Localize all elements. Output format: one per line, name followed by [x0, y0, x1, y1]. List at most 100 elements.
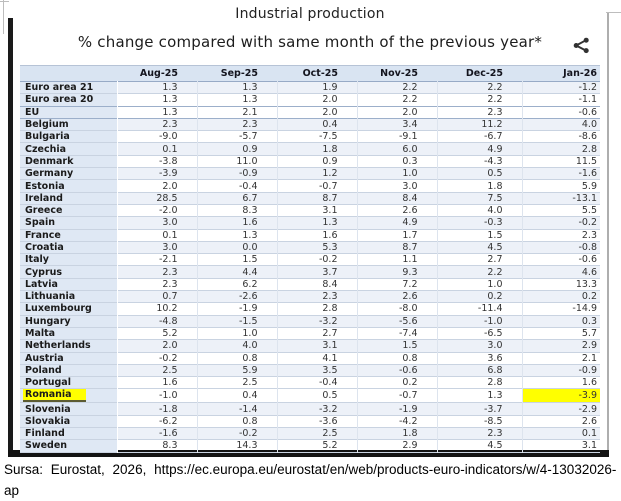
- value-cell: 1.1: [356, 253, 437, 266]
- image-frame-left: [8, 18, 13, 450]
- value-cell: 1.7: [356, 229, 437, 242]
- value-cell: 2.3: [196, 118, 277, 131]
- country-label: Portugal: [20, 376, 118, 389]
- value-cell: -3.8: [116, 155, 197, 168]
- value-cell: 2.7: [276, 327, 357, 340]
- value-cell: 2.7: [436, 253, 522, 266]
- value-cell: 14.3: [196, 439, 277, 453]
- value-cell: 0.9: [276, 155, 357, 168]
- value-cell: 11.2: [436, 118, 522, 131]
- country-label: Romania: [20, 388, 118, 403]
- value-cell: 2.0: [276, 93, 357, 107]
- table-row: Greece -2.0 8.3 3.1 2.6 4.0 5.5: [20, 204, 600, 217]
- table-row: Slovakia -6.2 0.8 -3.6 -4.2 -8.5 2.6: [20, 415, 600, 428]
- value-cell: 5.5: [521, 204, 600, 217]
- country-label: Bulgaria: [20, 130, 118, 143]
- value-cell: -0.8: [521, 241, 600, 254]
- table-row: Denmark -3.8 11.0 0.9 0.3 -4.3 11.5: [20, 155, 600, 168]
- value-cell: 0.4: [196, 388, 277, 403]
- value-cell: 4.5: [436, 241, 522, 254]
- value-cell: 2.3: [436, 106, 522, 119]
- value-cell: 2.3: [116, 118, 197, 131]
- value-cell: -0.4: [196, 179, 277, 193]
- value-cell: 11.5: [521, 155, 600, 168]
- value-cell: 5.2: [116, 327, 197, 340]
- value-cell: 8.4: [276, 278, 357, 291]
- production-table: Aug-25 Sep-25 Oct-25 Nov-25 Dec-25 Jan-26 Eur…: [20, 65, 600, 453]
- table-row: Luxembourg 10.2 -1.9 2.8 -8.0 -11.4 -14.9: [20, 302, 600, 316]
- table-row: Austria -0.2 0.8 4.1 0.8 3.6 2.1: [20, 352, 600, 365]
- value-cell: 2.3: [521, 229, 600, 242]
- value-cell: 0.2: [436, 290, 522, 303]
- value-cell: 1.6: [116, 376, 197, 389]
- column-header-dec-25: Dec-25: [465, 68, 503, 79]
- value-cell: 0.1: [116, 142, 197, 156]
- value-cell: 0.3: [356, 155, 437, 168]
- value-cell: 2.1: [196, 106, 277, 119]
- value-cell: -1.1: [521, 93, 600, 107]
- value-cell: 1.3: [196, 93, 277, 107]
- value-cell: 4.6: [521, 265, 600, 279]
- country-label: Euro area 21: [20, 81, 118, 94]
- value-cell: 1.2: [276, 167, 357, 180]
- table-row: Slovenia -1.8 -1.4 -3.2 -1.9 -3.7 -2.9: [20, 402, 600, 416]
- value-cell: -1.4: [196, 402, 277, 416]
- table-row: EU 1.3 2.1 2.0 2.0 2.3 -0.6: [20, 106, 600, 119]
- value-cell: 2.3: [436, 427, 522, 440]
- source-line-2: ap: [4, 483, 20, 498]
- table-row: Bulgaria -9.0 -5.7 -7.5 -9.1 -6.7 -8.6: [20, 130, 600, 143]
- value-cell: 3.5: [276, 364, 357, 377]
- value-cell: -0.9: [196, 167, 277, 180]
- value-cell: 0.0: [196, 241, 277, 254]
- value-cell: 3.0: [436, 339, 522, 353]
- country-label: Cyprus: [20, 265, 118, 279]
- value-cell: 0.2: [356, 376, 437, 389]
- value-cell: -0.2: [116, 352, 197, 365]
- value-cell: 2.2: [356, 81, 437, 94]
- value-cell: 10.2: [116, 302, 197, 316]
- image-frame-right: [607, 13, 609, 450]
- country-label: Sweden: [20, 439, 118, 453]
- value-cell: 2.6: [356, 290, 437, 303]
- value-cell: 1.6: [276, 229, 357, 242]
- share-icon[interactable]: [572, 37, 591, 54]
- value-cell: -9.1: [356, 130, 437, 143]
- value-cell: 1.9: [276, 81, 357, 94]
- value-cell: -3.9: [116, 167, 197, 180]
- table-row: Euro area 21 1.3 1.3 1.9 2.2 2.2 -1.2: [20, 81, 600, 94]
- page-edge-fragment: [3, 0, 4, 34]
- column-header-jan-26: Jan-26: [563, 68, 597, 79]
- value-cell: 2.6: [356, 204, 437, 217]
- value-cell: -5.6: [356, 315, 437, 328]
- value-cell: -0.4: [276, 376, 357, 389]
- value-cell: -1.8: [116, 402, 197, 416]
- country-label: Luxembourg: [20, 302, 118, 316]
- value-cell: 0.5: [276, 388, 357, 403]
- table-row: Malta 5.2 1.0 2.7 -7.4 -6.5 5.7: [20, 327, 600, 340]
- value-cell: 0.5: [436, 167, 522, 180]
- value-cell: 6.2: [196, 278, 277, 291]
- country-label: Slovakia: [20, 415, 118, 428]
- value-cell: -0.7: [356, 388, 437, 403]
- value-cell: 2.3: [276, 290, 357, 303]
- value-cell: 2.0: [276, 106, 357, 119]
- value-cell: 2.5: [116, 364, 197, 377]
- table-row: Hungary -4.8 -1.5 -3.2 -5.6 -1.0 0.3: [20, 315, 600, 328]
- value-cell: -0.3: [436, 216, 522, 230]
- value-cell: 2.3: [116, 278, 197, 291]
- value-cell: 2.2: [436, 81, 522, 94]
- value-cell: 7.2: [356, 278, 437, 291]
- value-cell: 2.9: [356, 439, 437, 453]
- table-row: Poland 2.5 5.9 3.5 -0.6 6.8 -0.9: [20, 364, 600, 377]
- value-cell: -13.1: [521, 192, 600, 205]
- value-cell: 1.8: [276, 142, 357, 156]
- value-cell: 2.2: [436, 265, 522, 279]
- value-cell: -1.0: [436, 315, 522, 328]
- value-cell: 1.3: [436, 388, 522, 403]
- table-row: Belgium 2.3 2.3 0.4 3.4 11.2 4.0: [20, 118, 600, 131]
- country-label: Spain: [20, 216, 118, 230]
- table-row: Spain 3.0 1.6 1.3 4.9 -0.3 -0.2: [20, 216, 600, 230]
- value-cell: 8.3: [116, 439, 197, 453]
- value-cell: 1.3: [196, 81, 277, 94]
- page-edge-fragment: [606, 12, 621, 13]
